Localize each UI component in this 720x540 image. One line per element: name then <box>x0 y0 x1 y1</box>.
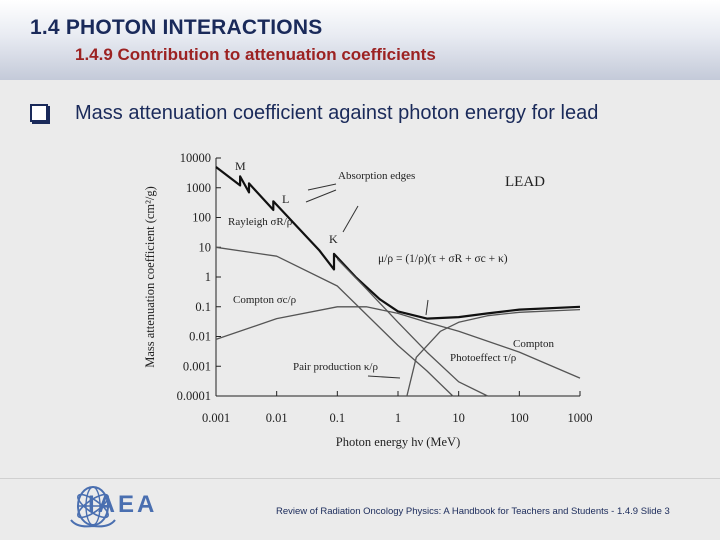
chart-annotation: K <box>329 232 338 246</box>
chart-annotation: Absorption edges <box>338 170 415 182</box>
x-axis-label: Photon energy hν (MeV) <box>336 435 461 449</box>
y-tick-label: 10 <box>199 240 212 254</box>
y-tick-label: 1000 <box>186 181 211 195</box>
iaea-globe-icon <box>70 486 116 528</box>
y-tick-label: 0.01 <box>189 330 211 344</box>
annotation-leader <box>305 189 337 203</box>
chart-annotation: μ/ρ = (1/ρ)(τ + σR + σc + κ) <box>378 253 508 265</box>
annotation-leader <box>342 205 359 233</box>
chart-svg: 10000 1000 100 10 1 0.1 0.01 0.001 0.0001 0.001 0.… <box>143 151 593 449</box>
checkbox-bullet-icon <box>30 104 48 122</box>
chart-title: LEAD <box>505 174 545 190</box>
slide-header: 1.4 PHOTON INTERACTIONS 1.4.9 Contributi… <box>0 0 720 80</box>
bullet-text: Mass attenuation coefficient against pho… <box>75 102 599 124</box>
annotation-leader <box>367 375 401 379</box>
annotation-leader <box>307 183 337 191</box>
series-line-total <box>215 166 581 320</box>
x-tick-label: 10 <box>452 411 465 425</box>
chart-annotation: Pair production κ/ρ <box>293 361 378 373</box>
y-tick-label: 0.1 <box>195 300 211 314</box>
x-tick-label: 0.001 <box>202 411 230 425</box>
slide-title: 1.4 PHOTON INTERACTIONS <box>30 16 323 39</box>
y-tick-label: 0.0001 <box>177 389 211 403</box>
chart-annotation: Compton σc/ρ <box>233 294 297 306</box>
chart-annotation: Compton <box>513 338 554 350</box>
chart-annotation: M <box>235 159 246 173</box>
footer-citation: Review of Radiation Oncology Physics: A … <box>276 506 670 517</box>
x-tick-label: 100 <box>510 411 529 425</box>
x-tick-label: 1000 <box>568 411 593 425</box>
annotation-leader <box>425 299 429 316</box>
y-axis-label: Mass attenuation coefficient (cm²/g) <box>143 186 157 368</box>
y-tick-label: 0.001 <box>183 359 211 373</box>
series-line-rayleigh <box>215 246 454 397</box>
attenuation-chart: 10000 1000 100 10 1 0.1 0.01 0.001 0.0001 0.001 0.… <box>138 140 604 460</box>
chart-annotation: L <box>282 192 289 206</box>
x-tick-label: 0.1 <box>330 411 346 425</box>
iaea-logo-text: IAEA <box>88 491 158 518</box>
series-line-compton <box>215 306 581 379</box>
series-line-photoeffect <box>336 258 488 397</box>
series-line-pair <box>406 308 581 397</box>
x-tick-label: 1 <box>395 411 401 425</box>
footer-divider <box>0 478 720 479</box>
y-tick-label: 100 <box>192 211 211 225</box>
chart-annotation: Rayleigh σR/ρ <box>228 216 293 228</box>
y-tick-label: 10000 <box>180 151 211 165</box>
chart-annotation: Photoeffect τ/ρ <box>450 352 517 364</box>
slide-subtitle: 1.4.9 Contribution to attenuation coeffi… <box>75 45 436 64</box>
x-tick-label: 0.01 <box>266 411 288 425</box>
y-tick-label: 1 <box>205 270 211 284</box>
